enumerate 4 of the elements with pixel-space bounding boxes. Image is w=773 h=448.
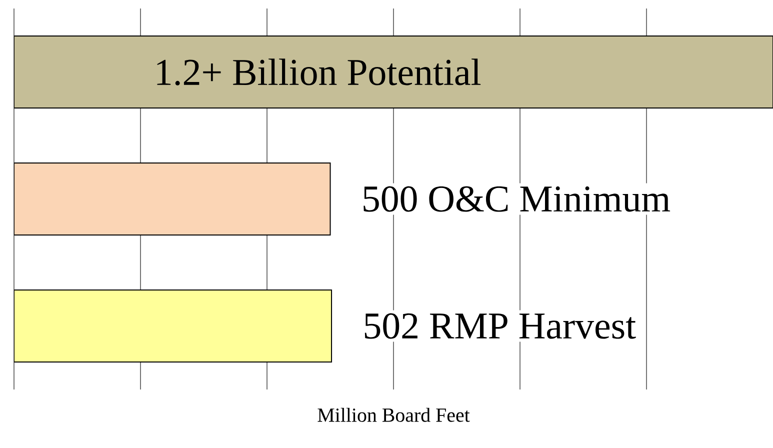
data-label: 502 RMP Harvest [364,313,636,339]
data-label: 1.2+ Billion Potential [157,58,481,86]
data-label: 500 O&C Minimum [364,186,670,212]
x-axis-title: Million Board Feet [318,408,470,422]
